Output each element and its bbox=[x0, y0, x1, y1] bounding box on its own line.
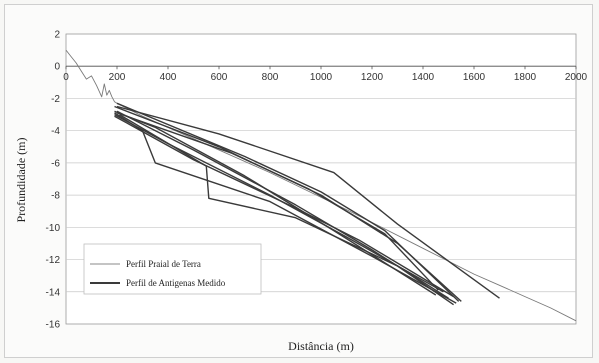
x-tick-label: 1000 bbox=[310, 72, 333, 83]
legend: Perfil Praial de Terra Perfil de Antigen… bbox=[83, 243, 262, 295]
x-tick-label: 0 bbox=[63, 72, 69, 83]
x-axis-title: Distância (m) bbox=[288, 339, 354, 353]
x-tick-label: 2000 bbox=[565, 72, 588, 83]
legend-label-thin: Perfil Praial de Terra bbox=[126, 259, 201, 269]
measured-profile-line bbox=[116, 112, 439, 291]
measured-profile-line bbox=[114, 113, 444, 293]
y-tick-label: -16 bbox=[46, 320, 61, 331]
x-tick-label: 1800 bbox=[514, 72, 537, 83]
tick-labels: 20-2-4-6-8-10-12-14-160 200 400 600 800 1000 1… bbox=[46, 30, 588, 331]
x-tick-label: 1400 bbox=[412, 72, 435, 83]
y-tick-label: -8 bbox=[51, 191, 60, 202]
x-tick-label: 400 bbox=[160, 72, 177, 83]
y-axis-title: Profundidade (m) bbox=[14, 138, 28, 223]
y-tick-label: -4 bbox=[51, 126, 60, 137]
measured-profile-line bbox=[119, 113, 454, 306]
y-tick-label: 0 bbox=[54, 62, 60, 73]
beach-profile-line bbox=[65, 49, 577, 322]
y-tick-label: -12 bbox=[46, 255, 61, 266]
x-tick-label: 600 bbox=[211, 72, 228, 83]
measured-profile-line bbox=[114, 112, 457, 304]
measured-profile-line bbox=[116, 102, 460, 302]
y-tick-label: -10 bbox=[46, 223, 61, 234]
x-tick-label: 1600 bbox=[463, 72, 486, 83]
y-tick-label: -2 bbox=[51, 94, 60, 105]
measured-profile-line bbox=[116, 105, 500, 299]
x-tick-label: 200 bbox=[109, 72, 126, 83]
x-tick-label: 800 bbox=[262, 72, 279, 83]
measured-profile-line bbox=[114, 115, 454, 298]
x-tick-label: 1200 bbox=[361, 72, 384, 83]
y-tick-label: -14 bbox=[46, 287, 61, 298]
y-tick-label: 2 bbox=[54, 30, 60, 41]
legend-box bbox=[83, 243, 262, 295]
axes bbox=[65, 65, 577, 70]
y-tick-label: -6 bbox=[51, 158, 60, 169]
series-layer bbox=[65, 49, 577, 322]
legend-label-thick: Perfil de Antigenas Medido bbox=[126, 278, 226, 288]
